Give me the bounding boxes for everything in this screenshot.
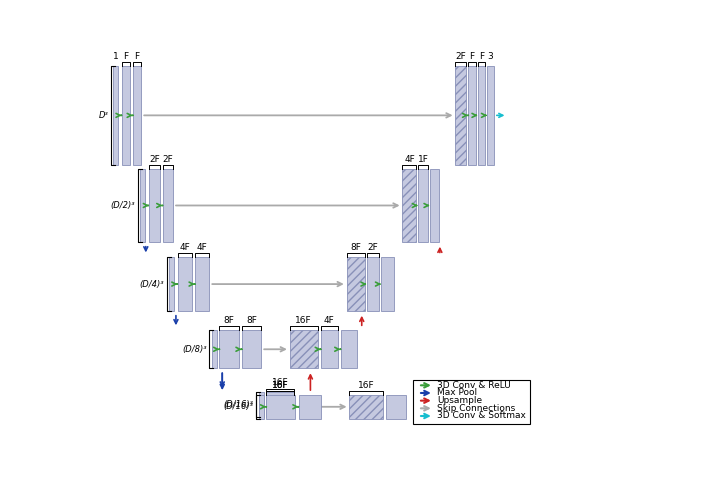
Text: 16F: 16F [272,378,289,387]
Text: 2F: 2F [163,155,174,164]
Text: 1: 1 [113,52,119,61]
Text: 8F: 8F [246,316,257,325]
Text: (D/2)³: (D/2)³ [111,201,135,210]
Bar [140,169,145,242]
Bar [430,169,439,242]
Text: Skip Connections: Skip Connections [437,404,516,413]
Text: 1F: 1F [418,155,428,164]
Bar [487,66,494,165]
Bar [133,66,141,165]
Text: 3: 3 [487,52,493,61]
Bar [163,169,173,242]
Text: 16F: 16F [358,381,374,390]
Bar [122,66,130,165]
Text: (D/8)³: (D/8)³ [182,345,207,354]
Bar [366,257,379,311]
Bar [220,330,239,369]
Text: 8F: 8F [350,243,361,252]
Bar [289,330,318,369]
Bar [212,330,217,369]
Bar [347,257,364,311]
Text: 16F: 16F [295,316,312,325]
Bar [258,392,264,417]
Bar [468,66,476,165]
Text: 8F: 8F [224,316,235,325]
Bar [341,330,357,369]
Text: D³: D³ [99,111,109,120]
Text: Max Pool: Max Pool [437,388,477,397]
Text: F: F [123,51,129,61]
Bar [321,330,338,369]
Bar [456,66,466,165]
Bar [242,330,261,369]
Bar [266,392,294,417]
Text: (D/4)³: (D/4)³ [140,279,164,288]
Text: 2F: 2F [149,155,160,164]
Bar [195,257,210,311]
Text: F: F [135,51,140,61]
Bar [266,395,295,419]
Text: 2F: 2F [367,243,378,252]
Text: F: F [469,51,474,61]
Text: 16F: 16F [272,381,289,390]
Bar [382,257,394,311]
Text: Upsample: Upsample [437,396,482,405]
Bar [387,395,406,419]
Bar [258,395,264,419]
Bar [114,66,119,165]
Text: 16F: 16F [272,381,289,390]
Bar [402,169,416,242]
Text: (D/16)³: (D/16)³ [223,400,253,409]
Bar [349,395,383,419]
Bar [178,257,192,311]
Text: 4F: 4F [404,155,415,164]
Text: F: F [479,51,484,61]
Text: 4F: 4F [197,243,207,252]
Text: 2F: 2F [455,51,466,61]
Bar [299,395,321,419]
Bar [478,66,485,165]
Text: 4F: 4F [324,316,335,325]
Text: 3D Conv & ReLU: 3D Conv & ReLU [437,381,510,390]
Bar [413,380,530,424]
Text: 4F: 4F [179,243,190,252]
Bar [169,257,174,311]
Text: 3D Conv & Softmax: 3D Conv & Softmax [437,411,526,420]
Bar [149,169,160,242]
Bar [418,169,428,242]
Text: (D/16)³: (D/16)³ [223,402,253,411]
